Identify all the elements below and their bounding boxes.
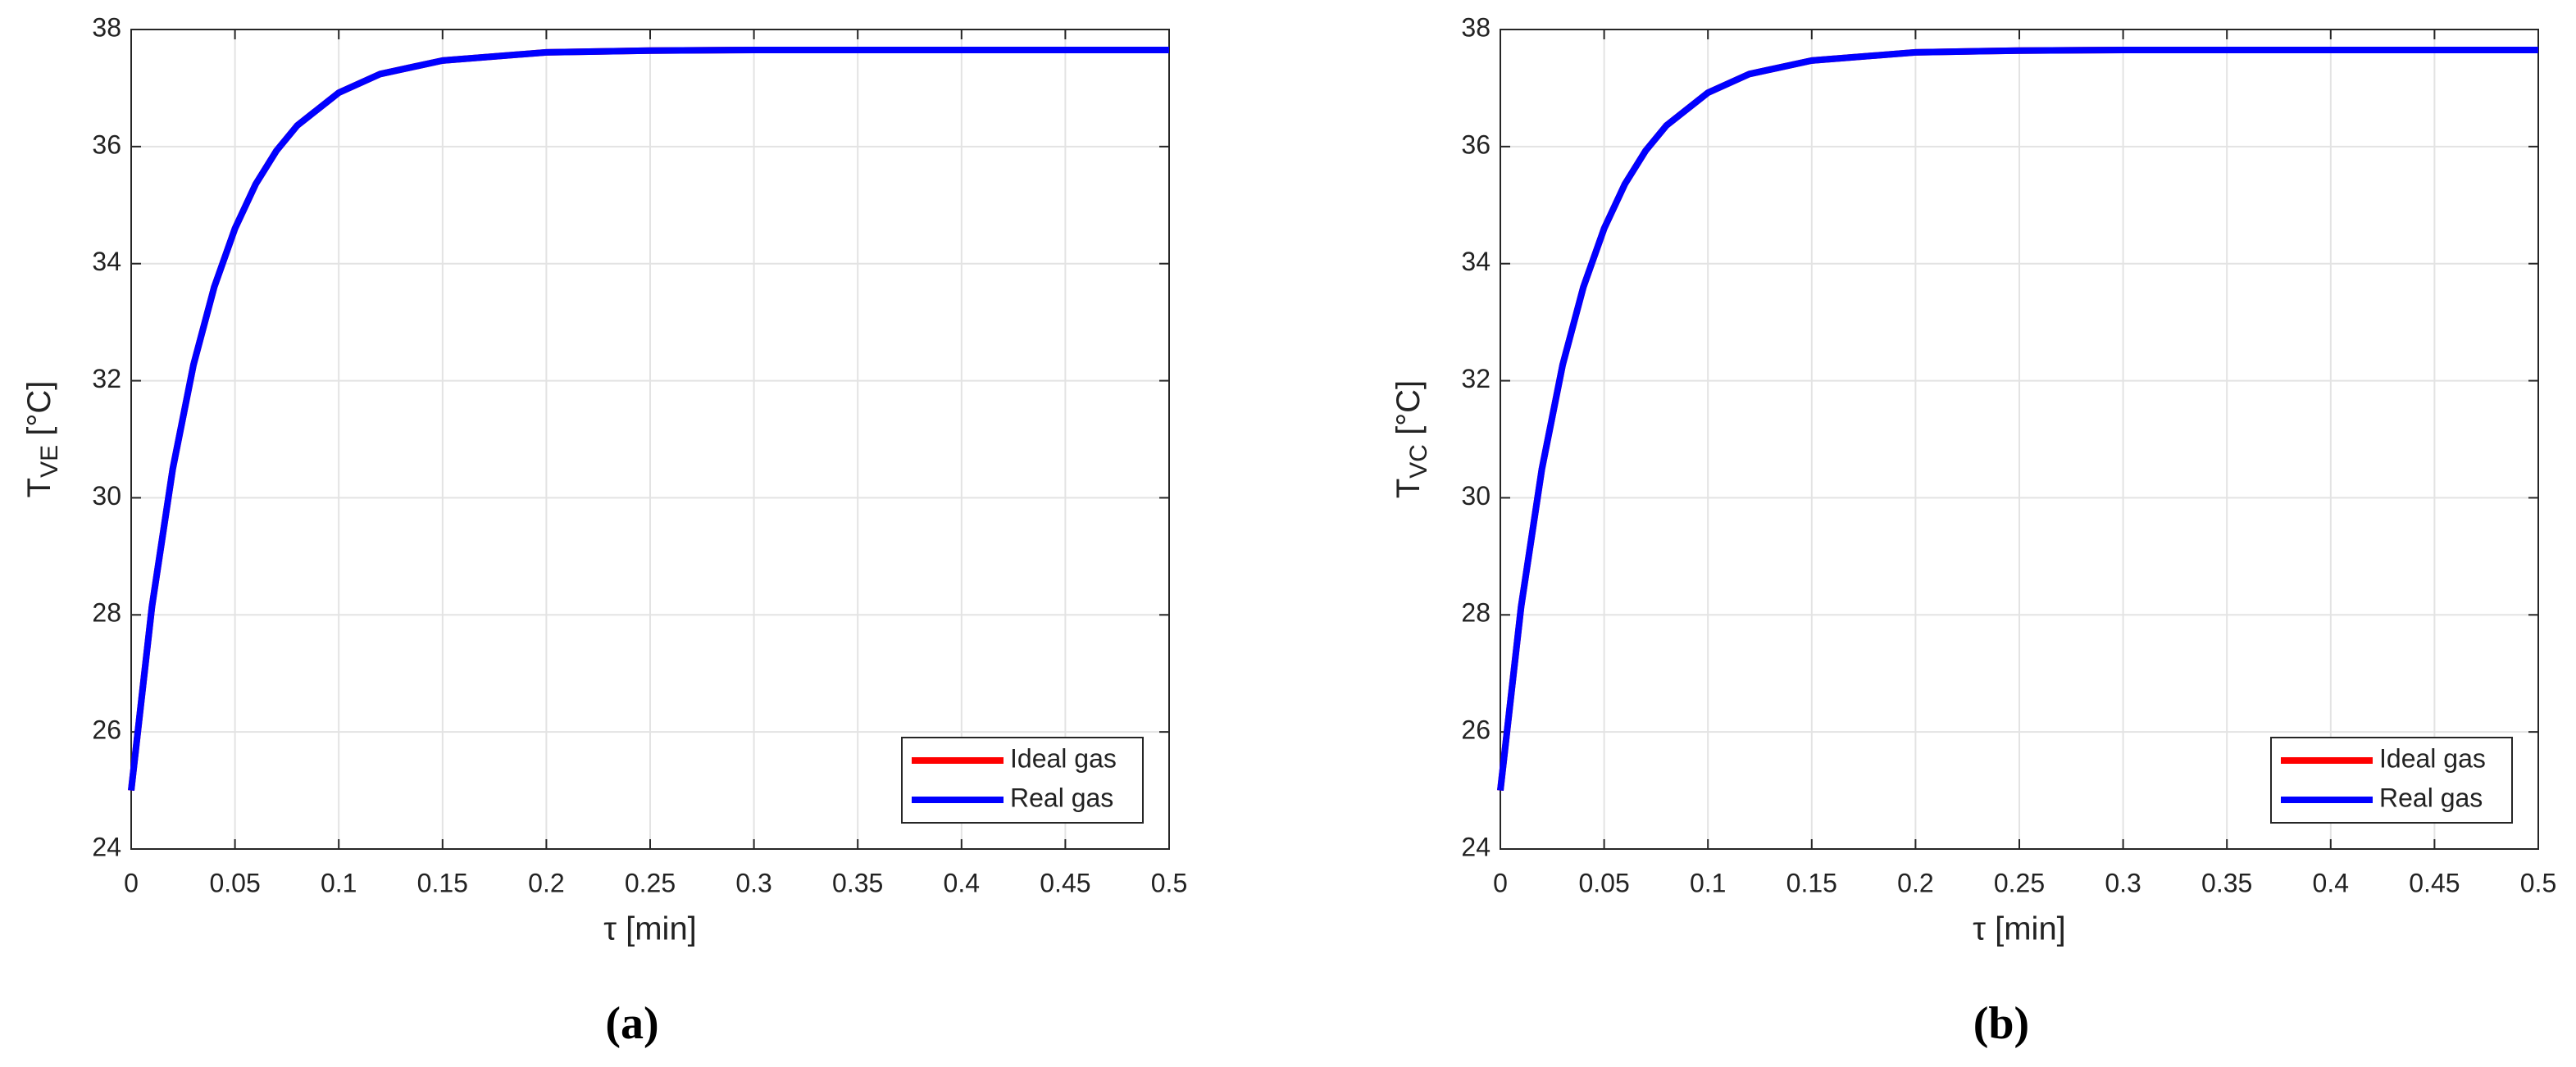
legend-label: Ideal gas — [1010, 743, 1117, 773]
x-tick-label: 0.35 — [832, 868, 883, 897]
legend-box — [901, 737, 1144, 824]
y-tick-label: 30 — [92, 481, 121, 511]
y-tick-label: 34 — [1461, 247, 1491, 276]
axes-box — [1500, 29, 2539, 850]
x-tick-label: 0.5 — [2520, 868, 2556, 897]
x-tick-label: 0.45 — [1040, 868, 1090, 897]
y-tick-label: 36 — [92, 129, 121, 159]
y-axis-label-sub: VC — [1405, 444, 1432, 479]
x-tick-label: 0.35 — [2201, 868, 2252, 897]
y-axis-label: TVC [°C] — [1390, 380, 1432, 498]
x-tick-label: 0.1 — [321, 868, 357, 897]
x-tick-label: 0.3 — [2105, 868, 2141, 897]
legend-box — [2270, 737, 2513, 824]
y-axis-label-main: T — [21, 478, 57, 497]
x-tick-label: 0.5 — [1151, 868, 1187, 897]
caption: (a) — [605, 998, 658, 1049]
caption: (b) — [1973, 998, 2029, 1049]
x-tick-label: 0.15 — [1786, 868, 1837, 897]
legend-label: Real gas — [2379, 783, 2483, 812]
x-tick-label: 0.05 — [1578, 868, 1629, 897]
y-axis-label-main: T — [1390, 479, 1427, 498]
y-axis-label-sub: VE — [36, 445, 63, 478]
x-tick-label: 0.15 — [417, 868, 468, 897]
y-tick-label: 30 — [1461, 481, 1491, 511]
y-tick-label: 26 — [1461, 715, 1491, 745]
y-axis-label: TVE [°C] — [21, 381, 63, 498]
y-tick-label: 32 — [1461, 364, 1491, 393]
y-tick-label: 38 — [1461, 12, 1491, 42]
x-tick-label: 0.3 — [735, 868, 771, 897]
x-tick-label: 0.2 — [528, 868, 564, 897]
x-tick-label: 0 — [1493, 868, 1508, 897]
x-tick-label: 0.4 — [944, 868, 980, 897]
y-tick-label: 34 — [92, 247, 121, 276]
x-axis-label: τ [min] — [1973, 911, 2066, 947]
data-line — [128, 47, 1169, 792]
y-tick-label: 36 — [1461, 129, 1491, 159]
x-tick-label: 0.2 — [1897, 868, 1933, 897]
y-axis-label-unit: [°C] — [21, 381, 57, 445]
x-tick-label: 0.45 — [2409, 868, 2460, 897]
y-tick-label: 28 — [92, 598, 121, 628]
y-tick-label: 28 — [1461, 598, 1491, 628]
x-tick-label: 0.05 — [209, 868, 260, 897]
axes-box — [130, 29, 1170, 850]
legend-label: Ideal gas — [2379, 743, 2486, 773]
data-line — [1497, 47, 2538, 792]
x-tick-label: 0.1 — [1690, 868, 1726, 897]
y-tick-label: 24 — [92, 832, 121, 861]
x-tick-label: 0.4 — [2313, 868, 2349, 897]
y-tick-label: 24 — [1461, 832, 1491, 861]
y-tick-label: 38 — [92, 12, 121, 42]
x-axis-label: τ [min] — [603, 911, 697, 947]
y-axis-label-unit: [°C] — [1390, 380, 1427, 444]
y-tick-label: 32 — [92, 364, 121, 393]
legend-label: Real gas — [1010, 783, 1113, 812]
y-tick-label: 26 — [92, 715, 121, 745]
x-tick-label: 0.25 — [625, 868, 676, 897]
x-tick-label: 0.25 — [1994, 868, 2045, 897]
x-tick-label: 0 — [124, 868, 139, 897]
